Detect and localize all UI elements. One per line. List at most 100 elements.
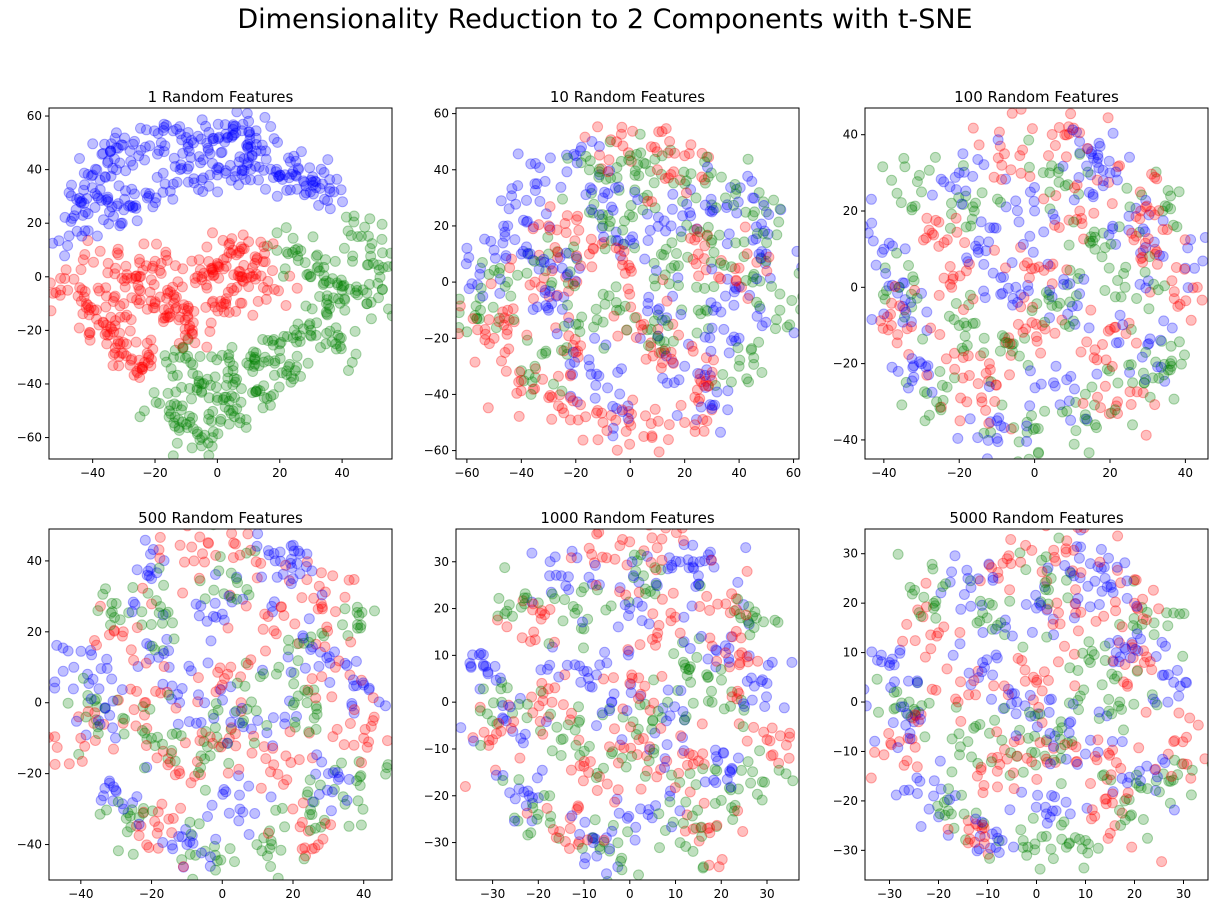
scatter-point [169,161,181,172]
scatter-point [967,170,979,182]
scatter-point [668,177,680,189]
subplot-3: 100 Random Features−40 −20 0 20 40−40−200204… [833,88,1209,480]
scatter-point [79,225,91,237]
scatter-point [114,157,126,169]
scatter-point [141,347,153,359]
scatter-point [308,684,320,696]
scatter-point [1105,769,1117,781]
scatter-point [908,703,920,715]
scatter-point [1023,161,1035,173]
scatter-point [334,340,346,352]
scatter-point [165,408,177,420]
scatter-point [354,771,366,783]
y-tick-label: −30 [424,836,449,850]
scatter-point [152,128,164,139]
scatter-point [669,782,681,794]
scatter-point [145,274,157,286]
scatter-point [611,444,623,456]
scatter-point [157,837,169,848]
scatter-point [616,734,628,746]
scatter-point [249,808,261,819]
scatter-point [1072,758,1083,770]
scatter-point [659,825,671,836]
scatter-point [706,199,718,211]
scatter-point [186,324,198,336]
scatter-point [152,731,163,743]
scatter-point [946,208,957,220]
scatter-point [1171,221,1183,233]
scatter-point [91,304,102,316]
scatter-point [77,209,89,221]
scatter-point [1165,340,1177,352]
scatter-point [702,171,714,183]
scatter-point [1003,550,1015,562]
scatter-point [82,169,94,180]
scatter-point [886,297,898,309]
scatter-point [231,677,243,689]
scatter-point [677,210,689,222]
scatter-point [163,813,175,825]
scatter-point [897,316,909,328]
scatter-point [559,836,571,847]
scatter-point [106,201,118,213]
scatter-point [185,828,197,840]
scatter-point [202,437,214,449]
scatter-point [954,638,966,650]
scatter-point [338,293,350,305]
scatter-point [135,820,147,832]
scatter-point [343,574,355,586]
scatter-point [278,330,290,342]
scatter-point [950,693,962,705]
scatter-point [109,320,121,332]
scatter-point [587,832,599,844]
scatter-point [99,702,111,714]
scatter-point [267,339,279,351]
scatter-point [1145,205,1157,217]
scatter-point [733,649,745,661]
scatter-point [133,283,145,295]
scatter-point [629,186,641,198]
scatter-point [158,555,170,567]
scatter-point [1106,198,1118,210]
scatter-point [652,330,664,342]
scatter-point [132,661,144,672]
scatter-point [256,571,268,583]
scatter-point [1120,328,1132,340]
scatter-point [250,139,262,150]
scatter-point [539,609,551,621]
x-tick-label: −20 [926,887,951,901]
scatter-point [743,601,755,613]
scatter-point [650,577,662,589]
scatter-point [1030,318,1042,330]
scatter-point [1088,649,1100,661]
scatter-point [89,188,101,199]
scatter-point [1034,863,1046,875]
scatter-point [217,694,228,706]
scatter-point [1103,408,1115,420]
scatter-point [680,796,692,808]
scatter-point [151,827,163,839]
scatter-point [228,269,240,281]
scatter-point [610,281,622,293]
scatter-point [570,739,582,751]
scatter-point [869,746,881,758]
scatter-point [181,422,193,434]
scatter-point [289,365,301,377]
scatter-point [300,561,312,572]
scatter-point [361,287,373,299]
scatter-point [104,321,116,333]
scatter-point [679,659,691,671]
scatter-point [906,301,918,313]
scatter-point [710,661,722,673]
scatter-point [277,568,289,580]
scatter-point [1130,202,1142,214]
scatter-point [938,176,950,188]
scatter-point [564,843,575,854]
scatter-point [1069,832,1081,844]
scatter-point [1035,347,1047,359]
scatter-point [909,635,921,647]
scatter-point [1082,143,1094,155]
scatter-point [1021,752,1033,764]
scatter-point [170,386,182,398]
scatter-point [940,353,952,365]
